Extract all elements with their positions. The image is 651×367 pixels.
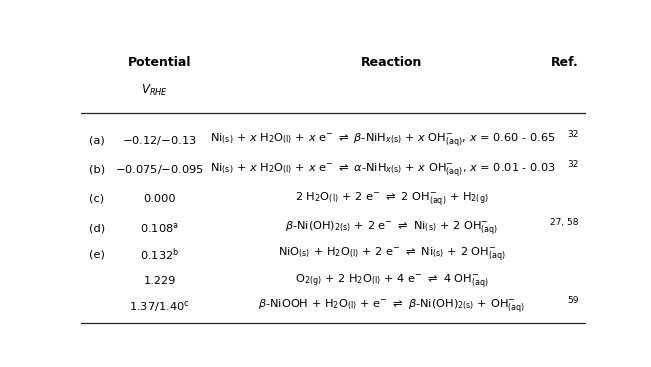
Text: Ni$_{\mathregular{(s)}}$ + $x$ H$_2$O$_{\mathregular{(l)}}$ + $x$ e$^{\mathregul: Ni$_{\mathregular{(s)}}$ + $x$ H$_2$O$_{… — [210, 131, 556, 149]
Text: 59: 59 — [567, 296, 578, 305]
Text: $-$0.12/$-$0.13: $-$0.12/$-$0.13 — [122, 134, 197, 147]
Text: Reaction: Reaction — [361, 56, 422, 69]
Text: 2 H$_2$O$_{\mathregular{(l)}}$ + 2 e$^{\mathregular{-}}$ $\rightleftharpoons$ 2 : 2 H$_2$O$_{\mathregular{(l)}}$ + 2 e$^{\… — [295, 190, 488, 208]
Text: (d): (d) — [89, 223, 105, 233]
Text: 0.108$^{\mathregular{a}}$: 0.108$^{\mathregular{a}}$ — [140, 221, 179, 235]
Text: 0.132$^{\mathregular{b}}$: 0.132$^{\mathregular{b}}$ — [140, 246, 179, 263]
Text: (e): (e) — [89, 250, 105, 259]
Text: Potential: Potential — [128, 56, 191, 69]
Text: $\beta$-Ni(OH)$_{2\mathregular{(s)}}$ + 2 e$^{\mathregular{-}}$ $\rightleftharpo: $\beta$-Ni(OH)$_{2\mathregular{(s)}}$ + … — [285, 219, 498, 237]
Text: (b): (b) — [89, 165, 105, 175]
Text: Ni$_{\mathregular{(s)}}$ + $x$ H$_2$O$_{\mathregular{(l)}}$ + $x$ e$^{\mathregul: Ni$_{\mathregular{(s)}}$ + $x$ H$_2$O$_{… — [210, 161, 556, 179]
Text: $\beta$-NiOOH + H$_2$O$_{\mathregular{(l)}}$ + e$^{\mathregular{-}}$ $\rightleft: $\beta$-NiOOH + H$_2$O$_{\mathregular{(l… — [258, 298, 525, 315]
Text: Ref.: Ref. — [551, 56, 578, 69]
Text: 32: 32 — [567, 160, 578, 169]
Text: NiO$_{\mathregular{(s)}}$ + H$_2$O$_{\mathregular{(l)}}$ + 2 e$^{\mathregular{-}: NiO$_{\mathregular{(s)}}$ + H$_2$O$_{\ma… — [278, 246, 506, 264]
Text: 27, 58: 27, 58 — [550, 218, 578, 227]
Text: O$_{2\mathregular{(g)}}$ + 2 H$_2$O$_{\mathregular{(l)}}$ + 4 e$^{\mathregular{-: O$_{2\mathregular{(g)}}$ + 2 H$_2$O$_{\m… — [295, 273, 489, 290]
Text: $\mathit{V}_{RHE}$: $\mathit{V}_{RHE}$ — [141, 83, 168, 98]
Text: (c): (c) — [89, 194, 104, 204]
Text: 1.229: 1.229 — [143, 276, 176, 286]
Text: (a): (a) — [89, 135, 105, 145]
Text: $-$0.075/$-$0.095: $-$0.075/$-$0.095 — [115, 163, 204, 176]
Text: 32: 32 — [567, 130, 578, 139]
Text: 1.37/1.40$^{\mathregular{c}}$: 1.37/1.40$^{\mathregular{c}}$ — [130, 299, 190, 314]
Text: 0.000: 0.000 — [143, 194, 176, 204]
